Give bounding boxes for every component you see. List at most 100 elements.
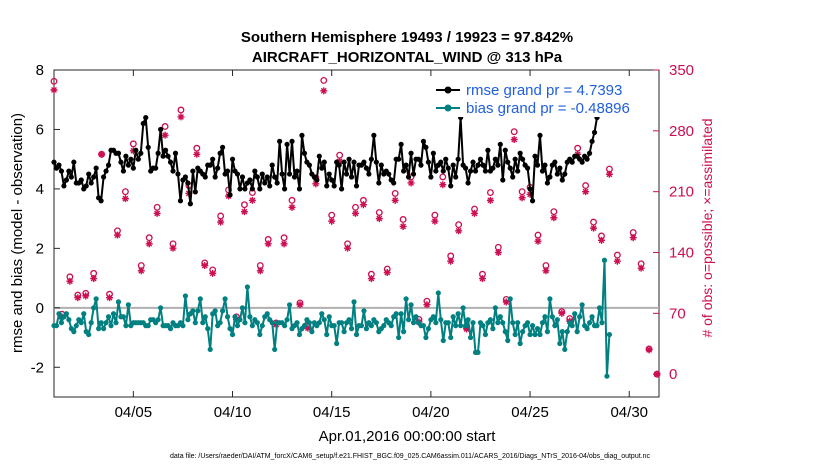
rmse-point: [229, 156, 236, 162]
rmse-point: [56, 162, 62, 168]
y-tick-label: 0: [36, 300, 44, 317]
x-axis-label: Apr.01,2016 00:00:00 start: [319, 428, 497, 445]
bias-point: [559, 329, 565, 335]
bias-point: [465, 317, 471, 323]
bias-point: [81, 311, 87, 317]
bias-point: [195, 308, 201, 314]
rmse-point: [495, 162, 501, 168]
rmse-point: [438, 159, 444, 165]
bias-point: [227, 326, 233, 332]
count-assimilated-point: [542, 267, 550, 275]
bias-point: [505, 337, 511, 344]
rmse-point: [569, 159, 575, 165]
count-assimilated-point: [177, 113, 185, 121]
bias-point: [309, 329, 315, 335]
bias-point: [420, 323, 427, 329]
rmse-point: [224, 168, 231, 174]
rmse-point: [401, 168, 407, 174]
count-assimilated-point: [217, 218, 225, 226]
bias-point: [257, 331, 263, 338]
count-assimilated-point: [74, 294, 82, 302]
count-assimilated-point: [82, 292, 90, 300]
rmse-point: [215, 165, 221, 171]
rmse-point: [281, 186, 288, 192]
bias-point: [512, 331, 518, 338]
rmse-point: [182, 174, 189, 180]
rmse-point: [510, 174, 516, 180]
rmse-point: [267, 183, 273, 189]
y-right-axis-ticks: 0 70 140 210 280 350: [653, 62, 694, 383]
rmse-point: [63, 177, 69, 183]
rmse-point: [415, 156, 422, 162]
count-assimilated-point: [328, 217, 336, 225]
bias-point: [604, 373, 610, 379]
bias-point: [247, 314, 253, 320]
count-assimilated-point: [605, 170, 613, 178]
bias-point: [470, 320, 476, 326]
bias-point: [66, 317, 72, 323]
bias-point: [594, 323, 600, 329]
rmse-point: [547, 174, 553, 180]
bias-point: [388, 323, 394, 329]
rmse-point: [534, 162, 541, 168]
bias-point: [180, 323, 186, 329]
x-axis-ticks: 04/05 04/10 04/15 04/20 04/25 04/30: [115, 70, 648, 421]
count-assimilated-point: [145, 240, 153, 248]
rmse-point: [254, 174, 260, 180]
rmse-point: [529, 198, 536, 204]
rmse-point: [78, 177, 84, 183]
count-assimilated-point: [296, 301, 304, 309]
bias-point: [158, 305, 164, 311]
count-assimilated-point: [352, 209, 360, 217]
count-assimilated-point: [375, 215, 383, 223]
bias-point: [244, 284, 251, 290]
rmse-point: [448, 183, 454, 189]
rmse-series: [51, 114, 600, 207]
rmse-point: [133, 147, 139, 153]
count-assimilated-point: [423, 301, 431, 309]
bias-point: [401, 329, 407, 335]
bias-point: [460, 305, 466, 311]
bias-point: [547, 296, 553, 302]
rmse-point: [237, 186, 243, 192]
count-assimilated-point: [590, 224, 598, 232]
bias-point: [515, 320, 521, 326]
rmse-point: [115, 150, 122, 156]
bias-point: [212, 308, 218, 314]
rmse-point: [398, 141, 404, 147]
rmse-point: [425, 159, 432, 165]
rmse-point: [155, 150, 161, 156]
y-tick-label: 2: [36, 240, 44, 257]
count-possible-point: [121, 188, 129, 196]
rmse-point: [371, 132, 377, 138]
rmse-point: [376, 180, 382, 186]
rmse-point: [505, 159, 511, 165]
rmse-point: [515, 168, 521, 174]
bias-point: [63, 311, 69, 317]
x-tick-label: 04/05: [115, 404, 153, 421]
rmse-point: [187, 201, 193, 207]
bias-point: [281, 323, 288, 329]
rmse-point: [477, 156, 484, 162]
count-assimilated-point: [494, 249, 502, 257]
count-assimilated-point: [558, 309, 566, 317]
bias-point: [56, 311, 62, 317]
count-assimilated-point: [66, 277, 74, 285]
y-tick-label: 8: [36, 62, 44, 79]
count-assimilated-point: [645, 346, 653, 354]
rmse-point: [202, 174, 208, 180]
bias-point: [586, 320, 593, 326]
count-assimilated-point: [98, 150, 106, 158]
bias-point: [319, 311, 325, 317]
legend-bias-label: bias grand pr = -0.48896: [466, 100, 630, 117]
rmse-point: [286, 171, 293, 177]
bias-point: [569, 323, 575, 329]
rmse-point: [227, 192, 233, 198]
count-assimilated-point: [471, 209, 479, 217]
rmse-point: [428, 174, 434, 180]
bias-point: [490, 326, 496, 332]
bias-point: [331, 323, 337, 329]
count-possible-point: [129, 140, 137, 148]
y-tick-label: 4: [36, 181, 44, 198]
